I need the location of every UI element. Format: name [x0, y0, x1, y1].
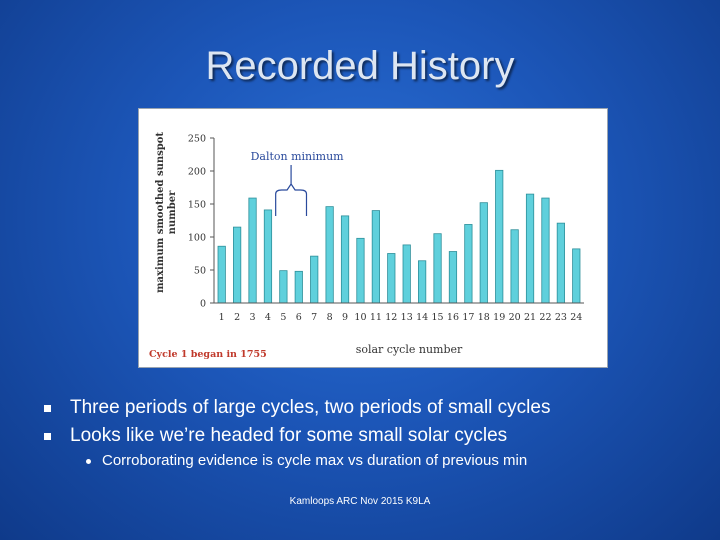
x-tick-label: 23 — [555, 312, 567, 323]
bar-cycle-23 — [556, 222, 565, 304]
bar-cycle-8 — [325, 206, 334, 304]
x-tick-label: 22 — [539, 312, 551, 323]
bar-cycle-4 — [263, 209, 273, 304]
x-tick-label: 24 — [570, 312, 582, 323]
slide-footer: Kamloops ARC Nov 2015 K9LA — [289, 496, 431, 507]
y-ticks: 0 50 100 150 200 250 — [188, 134, 214, 310]
bars — [217, 169, 581, 304]
square-bullet-icon — [44, 405, 51, 412]
y-tick-label: 200 — [188, 167, 206, 178]
x-tick-label: 4 — [265, 312, 271, 323]
x-tick-label: 18 — [478, 312, 490, 323]
y-tick-label: 0 — [200, 299, 206, 310]
x-tick-label: 21 — [524, 312, 536, 323]
bar-cycle-3 — [248, 197, 257, 304]
bar-cycle-22 — [541, 197, 550, 304]
bar-cycle-6 — [294, 270, 303, 304]
bar-cycle-24 — [572, 248, 581, 304]
bullet-item: Looks like we’re headed for some small s… — [44, 422, 714, 450]
bar-cycle-9 — [340, 215, 350, 304]
bar-cycle-18 — [479, 202, 488, 304]
bar-cycle-14 — [418, 260, 427, 304]
x-tick-label: 14 — [416, 312, 428, 323]
bar-cycle-21 — [525, 193, 535, 304]
bullet-text: Looks like we’re headed for some small s… — [70, 425, 508, 446]
y-tick-label: 100 — [188, 233, 206, 244]
x-tick-label: 17 — [462, 312, 474, 323]
annotation-label: Dalton minimum — [251, 150, 345, 163]
bar-cycle-20 — [510, 229, 519, 304]
bar-cycle-12 — [387, 253, 396, 304]
x-tick-label: 19 — [493, 312, 505, 323]
bullet-list: Three periods of large cycles, two perio… — [44, 394, 714, 472]
x-ticks: 1 2 3 4 5 6 7 8 9 10 11 12 13 14 15 16 17 18 19 20 21 22 23 24 — [219, 312, 583, 323]
x-tick-label: 16 — [447, 312, 459, 323]
x-axis-label: solar cycle number — [356, 343, 463, 356]
x-tick-label: 15 — [431, 312, 443, 323]
dalton-annotation: Dalton minimum — [251, 150, 345, 216]
round-bullet-icon — [86, 459, 91, 464]
x-tick-label: 11 — [370, 312, 382, 323]
bar-cycle-10 — [356, 237, 365, 304]
x-tick-label: 10 — [354, 312, 366, 323]
y-axis-label: maximum smoothed sunspotnumber — [155, 132, 178, 293]
square-bullet-icon — [44, 433, 51, 440]
x-tick-label: 1 — [219, 312, 225, 323]
x-tick-label: 8 — [327, 312, 333, 323]
cycle-note: Cycle 1 began in 1755 — [149, 349, 267, 360]
bar-cycle-15 — [433, 233, 442, 304]
bar-cycle-11 — [371, 210, 380, 304]
y-tick-label: 150 — [188, 200, 206, 211]
bar-cycle-2 — [233, 226, 242, 304]
x-tick-label: 3 — [250, 312, 256, 323]
x-tick-label: 9 — [342, 312, 348, 323]
x-tick-label: 2 — [234, 312, 240, 323]
bar-cycle-5 — [279, 270, 288, 304]
y-tick-label: 50 — [194, 266, 206, 277]
x-tick-label: 20 — [509, 312, 521, 323]
x-tick-label: 7 — [311, 312, 317, 323]
bullet-item: Three periods of large cycles, two perio… — [44, 394, 714, 422]
bullet-text: Three periods of large cycles, two perio… — [70, 397, 551, 418]
annotation-bracket — [275, 165, 308, 216]
sub-bullet-item: Corroborating evidence is cycle max vs d… — [44, 450, 714, 472]
y-tick-label: 250 — [188, 134, 206, 145]
bar-cycle-19 — [495, 169, 504, 304]
x-tick-label: 5 — [280, 312, 286, 323]
x-tick-label: 6 — [296, 312, 302, 323]
x-tick-label: 12 — [385, 312, 397, 323]
x-tick-label: 13 — [401, 312, 413, 323]
bar-cycle-1 — [217, 245, 226, 304]
slide-title: Recorded History — [205, 44, 515, 88]
bar-cycle-7 — [310, 255, 319, 304]
sunspot-bar-chart: maximum smoothed sunspotnumber 050100150… — [149, 132, 584, 360]
bar-cycle-17 — [464, 224, 473, 304]
y-axis-label-group: maximum smoothed sunspotnumber — [155, 132, 178, 293]
bar-cycle-16 — [448, 251, 458, 304]
bar-cycle-13 — [402, 244, 411, 304]
sub-bullet-text: Corroborating evidence is cycle max vs d… — [102, 452, 528, 469]
chart-panel: maximum smoothed sunspotnumber 0 50 100 150… — [138, 108, 608, 368]
